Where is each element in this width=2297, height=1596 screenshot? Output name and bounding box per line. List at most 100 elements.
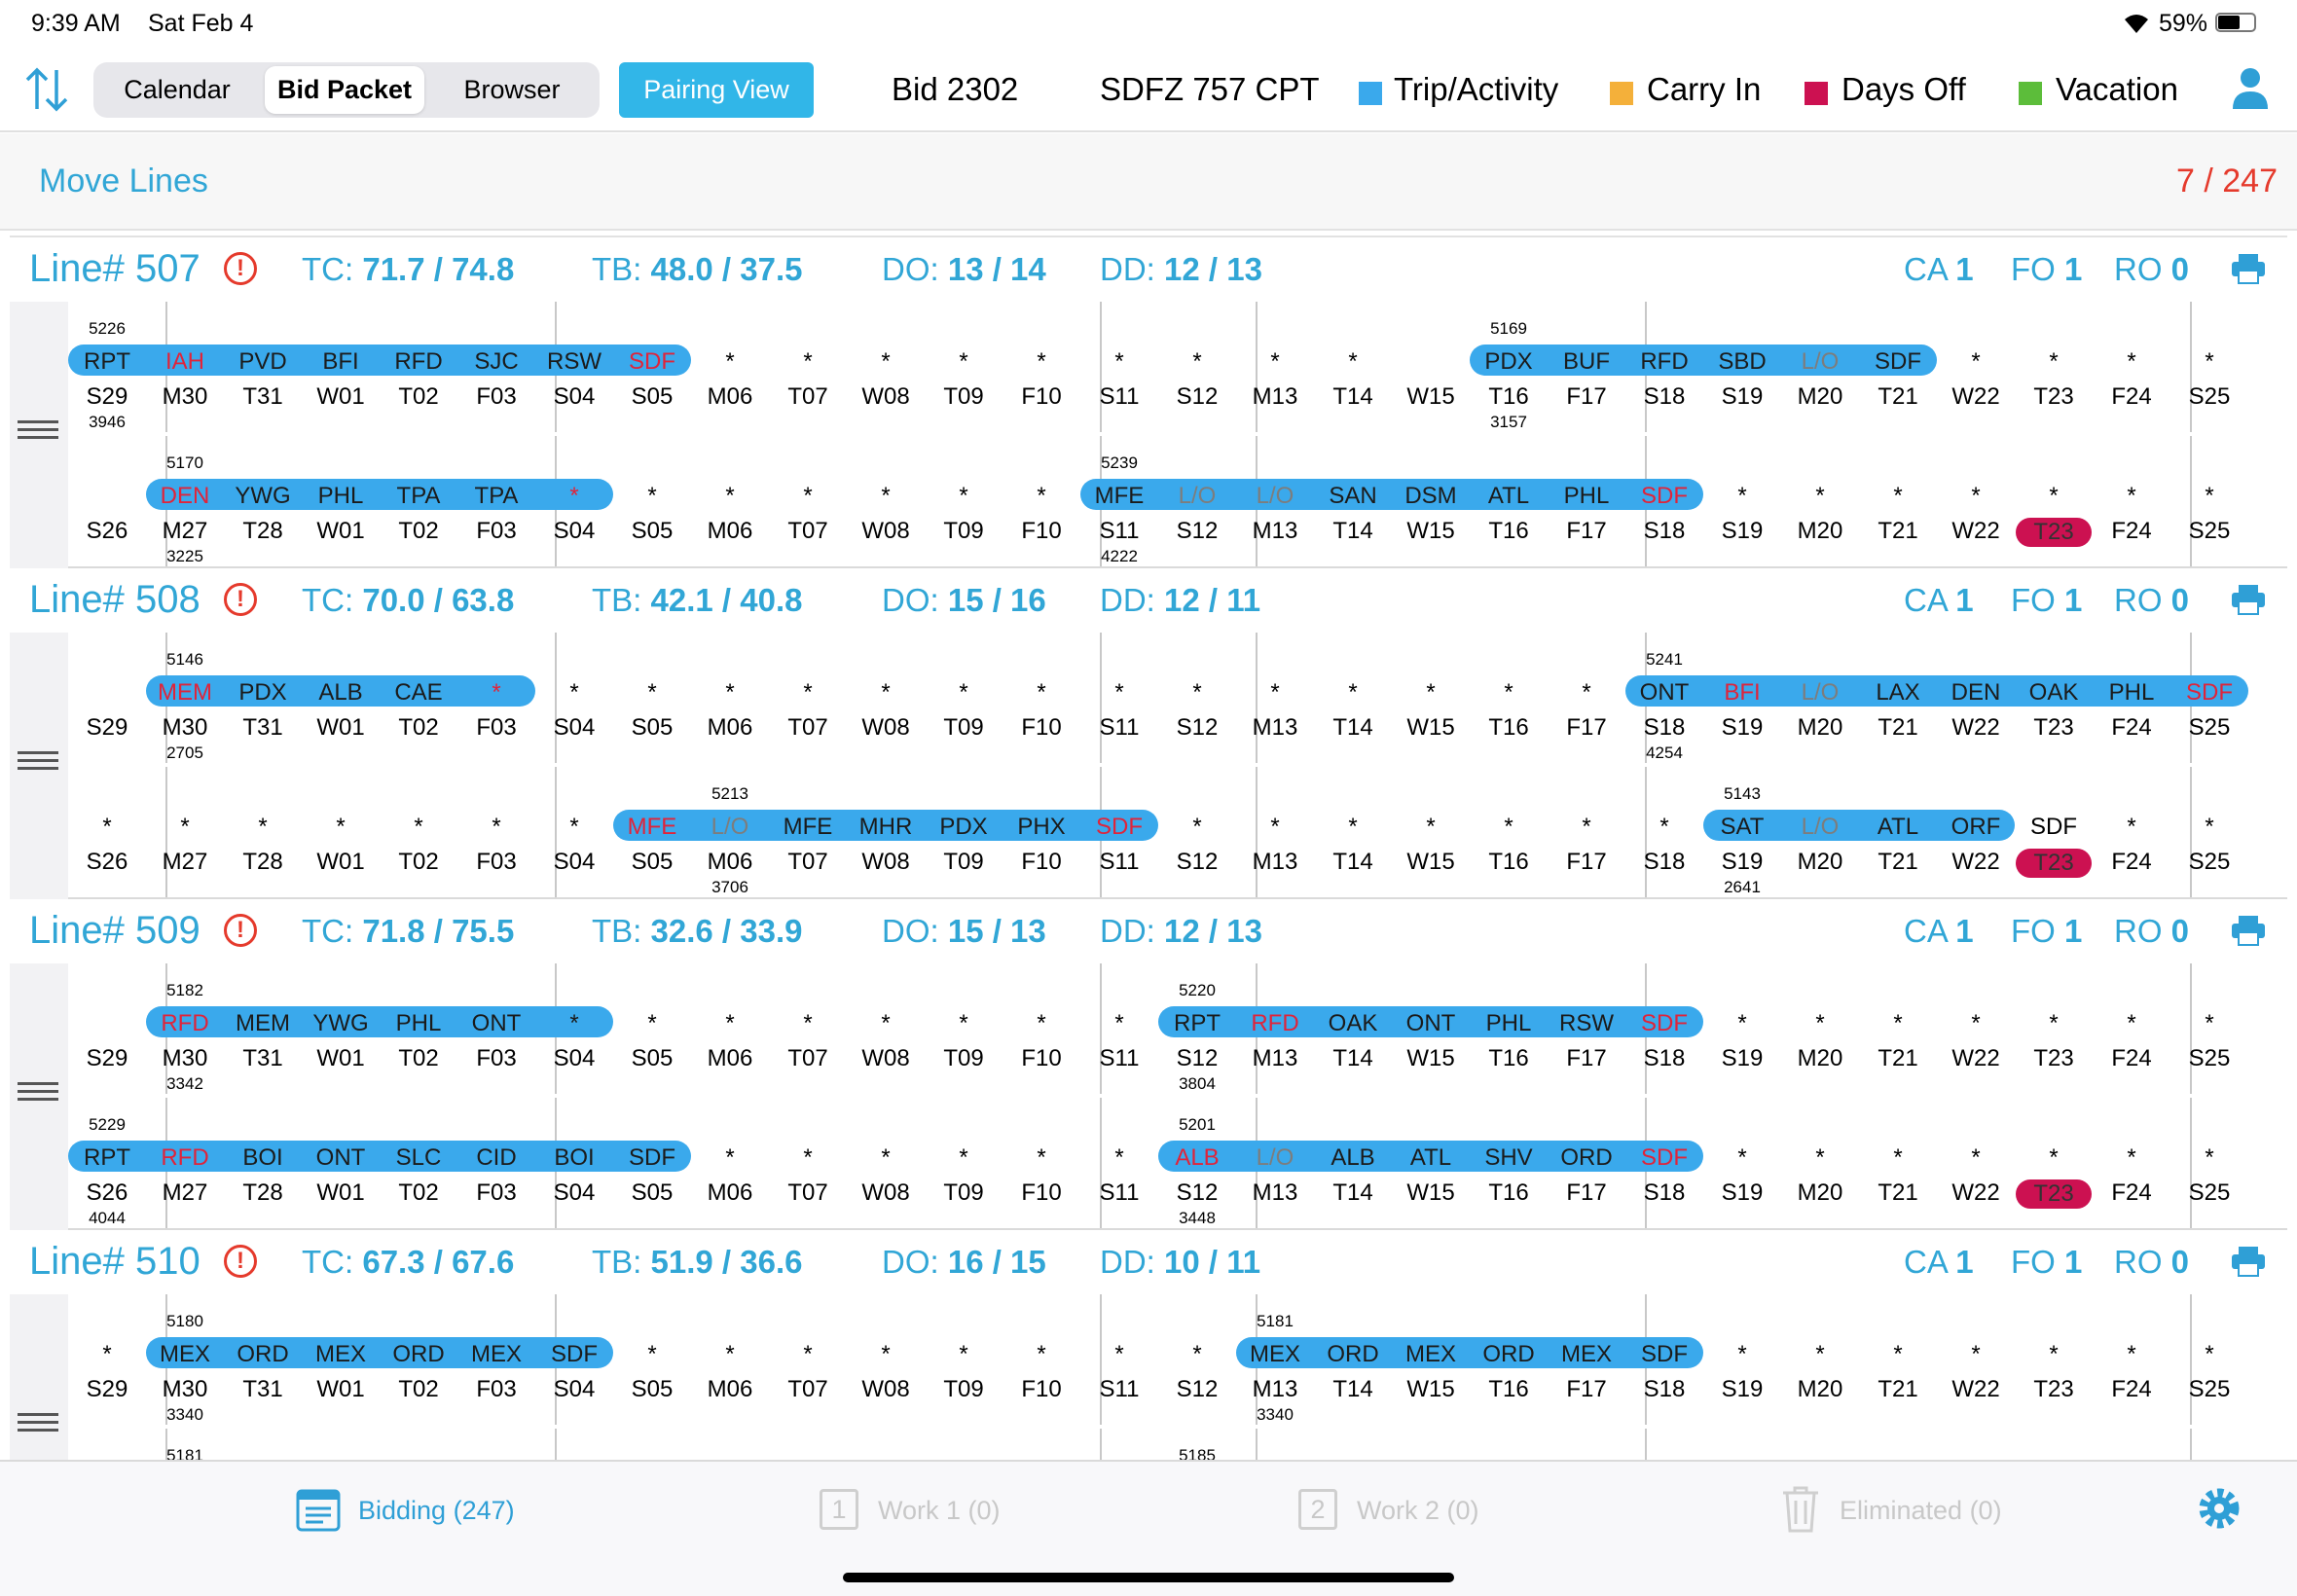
day-cell[interactable]: T21: [1859, 714, 1937, 742]
day-cell[interactable]: M13: [1236, 1045, 1314, 1072]
station-cell[interactable]: *: [725, 679, 735, 706]
warning-icon[interactable]: !: [224, 252, 257, 285]
day-cell[interactable]: T07: [769, 518, 847, 545]
station-cell[interactable]: ONT: [471, 1010, 522, 1036]
day-cell[interactable]: T09: [925, 714, 1003, 742]
day-cell[interactable]: T07: [769, 849, 847, 876]
station-cell[interactable]: *: [959, 1010, 968, 1036]
station-cell[interactable]: *: [959, 679, 968, 706]
station-cell[interactable]: RPT: [84, 1144, 130, 1171]
day-cell[interactable]: W22: [1937, 1179, 2015, 1207]
drag-handle[interactable]: [10, 963, 68, 1230]
station-cell[interactable]: PHL: [1485, 1010, 1532, 1036]
trip-pill[interactable]: [1625, 675, 2248, 707]
day-cell[interactable]: F10: [1003, 518, 1080, 545]
station-cell[interactable]: PHL: [2108, 679, 2155, 706]
tab-work-2[interactable]: 2 Work 2 (0): [1298, 1489, 1479, 1532]
station-cell[interactable]: SDF: [551, 1341, 598, 1367]
day-cell[interactable]: S05: [613, 714, 691, 742]
station-cell[interactable]: SAN: [1329, 483, 1377, 509]
day-cell[interactable]: M20: [1781, 1376, 1859, 1403]
station-cell[interactable]: DEN: [160, 483, 210, 509]
day-cell[interactable]: F17: [1548, 849, 1625, 876]
day-cell[interactable]: T07: [769, 1045, 847, 1072]
station-cell[interactable]: *: [1037, 1144, 1046, 1171]
station-cell[interactable]: SDF: [629, 348, 675, 375]
station-cell[interactable]: BUF: [1563, 348, 1610, 375]
station-cell[interactable]: *: [647, 1341, 657, 1367]
station-cell[interactable]: *: [1737, 1144, 1747, 1171]
station-cell[interactable]: ALB: [318, 679, 363, 706]
line-number[interactable]: Line# 509: [29, 909, 201, 952]
day-cell[interactable]: S18: [1625, 518, 1703, 545]
day-cell[interactable]: T07: [769, 1376, 847, 1403]
station-cell[interactable]: *: [881, 348, 891, 375]
warning-icon[interactable]: !: [224, 1245, 257, 1278]
day-cell[interactable]: T02: [380, 1045, 457, 1072]
day-cell[interactable]: F17: [1548, 714, 1625, 742]
station-cell[interactable]: OAK: [1328, 1010, 1378, 1036]
station-cell[interactable]: MEX: [1404, 1341, 1456, 1367]
day-cell[interactable]: T28: [224, 518, 302, 545]
station-cell[interactable]: *: [1971, 1010, 1981, 1036]
day-cell[interactable]: S19: [1703, 1045, 1781, 1072]
day-cell[interactable]: F03: [457, 383, 535, 411]
day-cell[interactable]: W15: [1392, 714, 1470, 742]
day-cell[interactable]: S25: [2170, 1376, 2248, 1403]
day-cell[interactable]: T02: [380, 1179, 457, 1207]
station-cell[interactable]: ALB: [1175, 1144, 1220, 1171]
day-cell[interactable]: S18: [1625, 383, 1703, 411]
station-cell[interactable]: *: [2049, 1144, 2059, 1171]
station-cell[interactable]: *: [1815, 1341, 1825, 1367]
day-cell[interactable]: T16: [1470, 1376, 1548, 1403]
day-cell[interactable]: F10: [1003, 849, 1080, 876]
station-cell[interactable]: PVD: [238, 348, 287, 375]
trip-pill[interactable]: [1158, 1006, 1703, 1037]
station-cell[interactable]: *: [569, 679, 579, 706]
station-cell[interactable]: RFD: [394, 348, 443, 375]
station-cell[interactable]: *: [1192, 348, 1202, 375]
day-cell[interactable]: W22: [1937, 383, 2015, 411]
station-cell[interactable]: *: [258, 814, 268, 840]
day-cell[interactable]: S12: [1158, 383, 1236, 411]
station-cell[interactable]: L/O: [1256, 1144, 1294, 1171]
station-cell[interactable]: *: [2127, 814, 2136, 840]
day-cell[interactable]: W01: [302, 714, 380, 742]
day-cell[interactable]: S18: [1625, 1376, 1703, 1403]
station-cell[interactable]: RFD: [161, 1010, 209, 1036]
day-cell[interactable]: W01: [302, 518, 380, 545]
station-cell[interactable]: *: [2205, 348, 2214, 375]
station-cell[interactable]: ONT: [1639, 679, 1690, 706]
print-icon[interactable]: [2231, 915, 2266, 946]
day-cell[interactable]: W15: [1392, 383, 1470, 411]
station-cell[interactable]: *: [1815, 483, 1825, 509]
trip-pill[interactable]: [146, 1337, 613, 1368]
day-cell[interactable]: W15: [1392, 1376, 1470, 1403]
day-cell[interactable]: T16: [1470, 1045, 1548, 1072]
day-cell[interactable]: S25: [2170, 1045, 2248, 1072]
station-cell[interactable]: L/O: [1801, 679, 1840, 706]
day-cell[interactable]: S19: [1703, 849, 1781, 876]
station-cell[interactable]: L/O: [711, 814, 749, 840]
station-cell[interactable]: *: [2049, 348, 2059, 375]
day-cell[interactable]: S04: [535, 383, 613, 411]
segment-browser[interactable]: Browser: [463, 75, 561, 104]
day-cell[interactable]: T09: [925, 383, 1003, 411]
station-cell[interactable]: *: [1348, 814, 1358, 840]
station-cell[interactable]: *: [1737, 483, 1747, 509]
station-cell[interactable]: PDX: [939, 814, 988, 840]
station-cell[interactable]: *: [725, 483, 735, 509]
station-cell[interactable]: *: [1037, 348, 1046, 375]
day-cell[interactable]: S04: [535, 1045, 613, 1072]
station-cell[interactable]: DEN: [1951, 679, 2001, 706]
day-cell[interactable]: W22: [1937, 1376, 2015, 1403]
station-cell[interactable]: ORF: [1951, 814, 2001, 840]
day-cell[interactable]: S05: [613, 849, 691, 876]
station-cell[interactable]: RFD: [161, 1144, 209, 1171]
station-cell[interactable]: *: [1815, 1144, 1825, 1171]
station-cell[interactable]: *: [1659, 814, 1669, 840]
day-cell[interactable]: F24: [2093, 383, 2170, 411]
station-cell[interactable]: CID: [476, 1144, 517, 1171]
station-cell[interactable]: *: [647, 1010, 657, 1036]
day-cell[interactable]: S12: [1158, 1376, 1236, 1403]
